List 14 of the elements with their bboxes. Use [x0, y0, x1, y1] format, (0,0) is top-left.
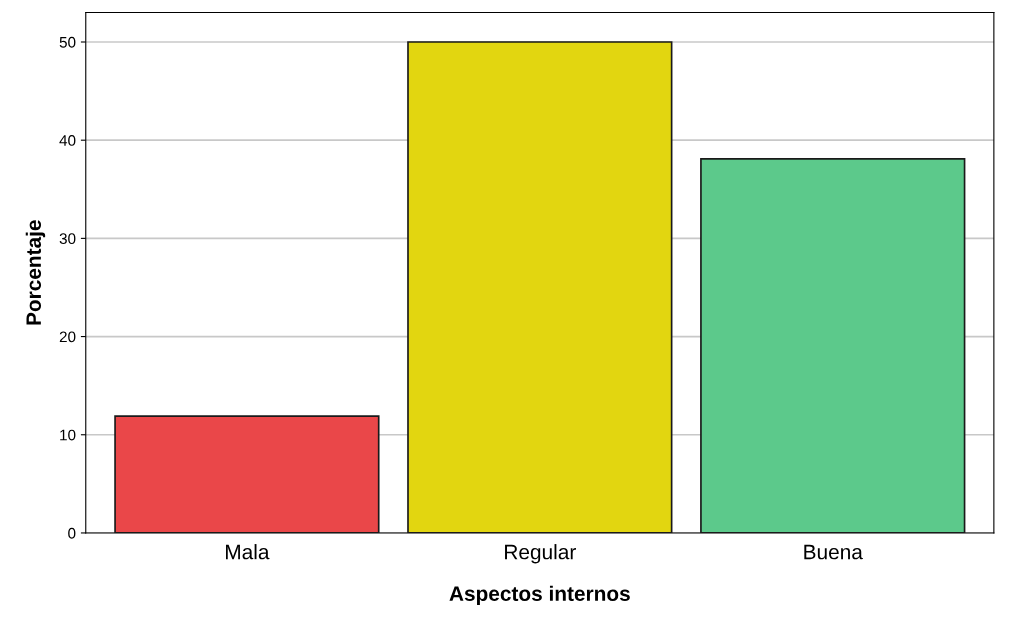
y-tick-label: 20	[59, 331, 76, 343]
x-tick-label: Buena	[804, 544, 863, 560]
y-tick-label: 50	[59, 36, 76, 48]
bar	[700, 158, 966, 533]
y-tick-label: 30	[59, 233, 76, 245]
y-tick-label: 0	[68, 527, 76, 539]
bar	[407, 41, 673, 533]
x-tick-label: Regular	[505, 544, 576, 564]
y-tick-label: 40	[59, 135, 76, 146]
bar	[114, 415, 380, 533]
y-tick-label: 10	[60, 429, 76, 441]
x-axis-title: Aspectos internos	[449, 585, 630, 606]
x-tick-label: Mala	[226, 544, 270, 560]
y-axis-title: Porcentaje	[25, 220, 46, 325]
